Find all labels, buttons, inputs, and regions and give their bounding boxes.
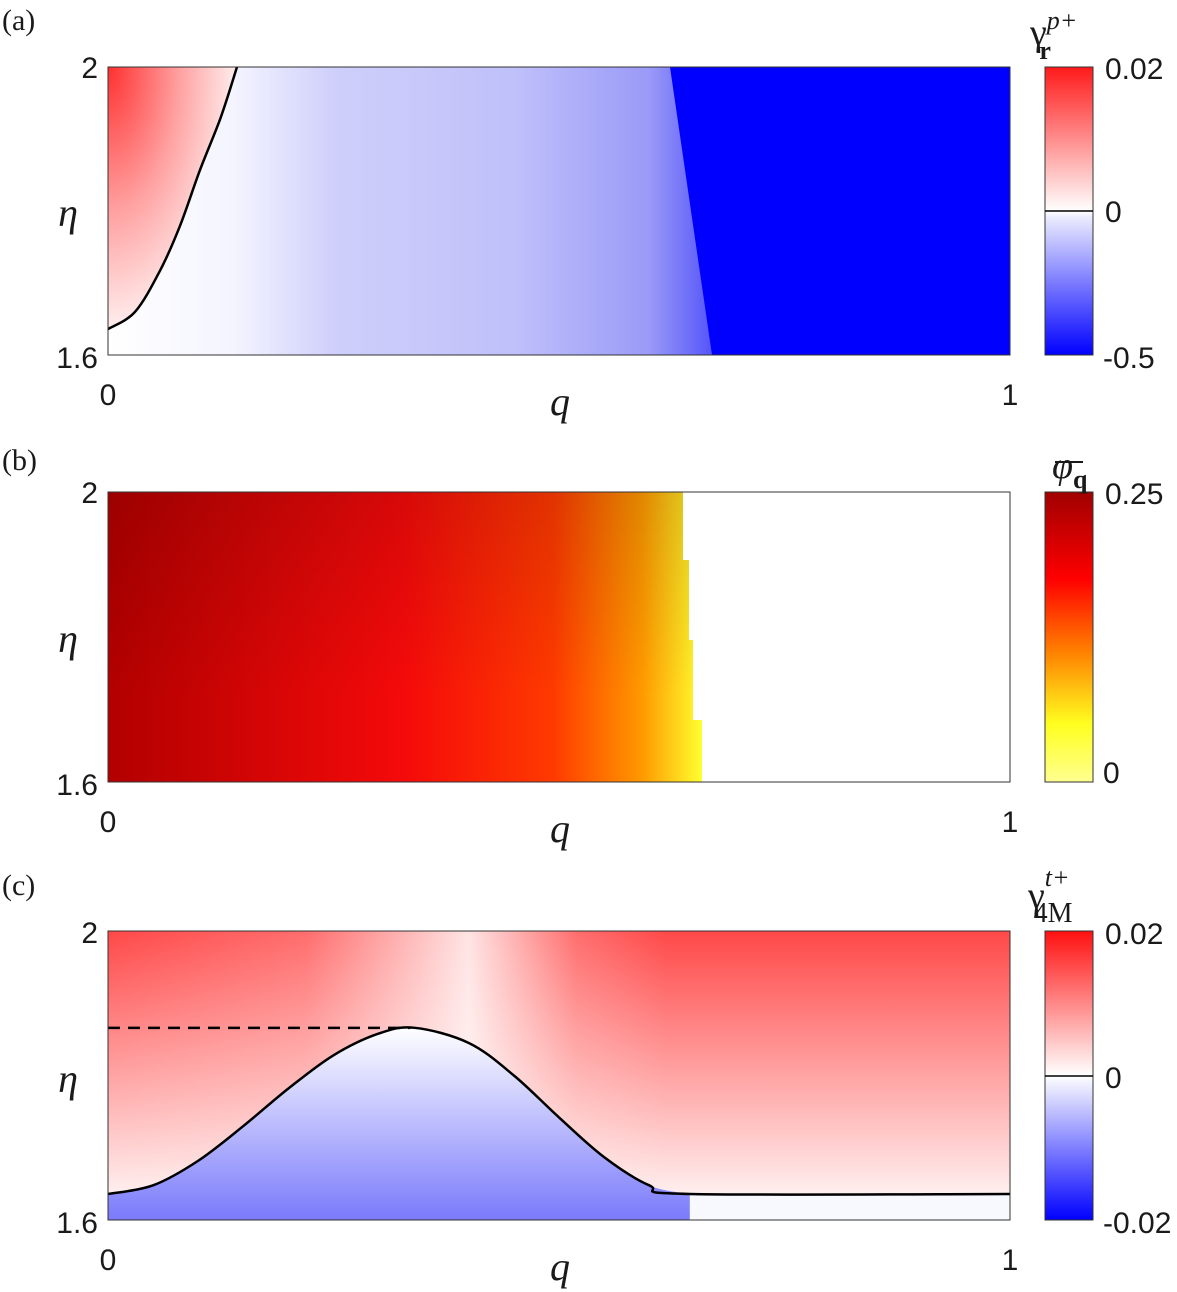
y-tick-label: 2 [81,917,98,950]
zero-contour-line [108,1026,1010,1196]
colorbar-gradient [1044,491,1094,783]
y-tick-label: 1.6 [56,769,98,802]
x-axis-label: q [550,379,570,424]
colorbar-title: γp+ r [1029,6,1077,65]
y-axis-label: η [58,616,78,661]
panel-label: (c) [2,869,35,902]
colorbar: φq 0.25 0 [1044,445,1163,790]
colorbar-tick: 0.25 [1105,478,1163,511]
x-tick-label: 1 [1002,806,1019,839]
x-tick-label: 0 [100,806,117,839]
y-axis-label: η [58,190,78,235]
x-tick-label: 1 [1002,1244,1019,1277]
panel-b: (b) 2 1.6 0 1 q η φq 0.25 0 [2,444,1163,851]
zero-contour-line [108,67,239,331]
colorbar-tick: 0 [1105,1062,1122,1095]
y-tick-label: 1.6 [56,1207,98,1240]
colorbar-tick: 0 [1103,757,1120,790]
colorbar: γp+ r 0.02 0 -0.5 [1029,6,1163,375]
colorbar-tick: 0 [1105,196,1122,229]
panel-a: (a) 2 1.6 0 1 q η γp+ r 0.02 0 -0.5 [2,4,1163,424]
panel-label: (b) [2,444,37,477]
colorbar-tick: 0.02 [1105,918,1163,951]
colorbar-title: γt+ 4M [1027,863,1073,929]
saturated-region [670,67,1010,355]
y-tick-label: 1.6 [56,342,98,375]
y-tick-label: 2 [81,477,98,510]
nonzero-region-shade [108,492,702,782]
colorbar: γt+ 4M 0.02 0 -0.02 [1027,863,1171,1240]
colorbar-title: φq [1052,445,1088,494]
y-axis-label: η [58,1056,78,1101]
y-tick-label: 2 [81,52,98,85]
colorbar-tick: -0.5 [1103,342,1155,375]
x-axis-label: q [550,806,570,851]
axes-box [107,491,1011,783]
x-axis-label: q [550,1244,570,1289]
x-tick-label: 0 [100,1244,117,1277]
colorbar-tick: -0.02 [1103,1207,1171,1240]
colorbar-tick: 0.02 [1105,53,1163,86]
x-tick-label: 1 [1002,379,1019,412]
panel-label: (a) [2,4,35,37]
axes-box [107,66,1011,356]
x-tick-label: 0 [100,379,117,412]
negative-region [108,1027,690,1220]
positive-region [108,67,237,330]
axes-box [107,930,1011,1221]
panel-c: (c) 2 1.6 0 1 q η γt+ 4M 0.02 0 -0.02 [2,863,1171,1289]
negative-strip [690,1194,1010,1220]
